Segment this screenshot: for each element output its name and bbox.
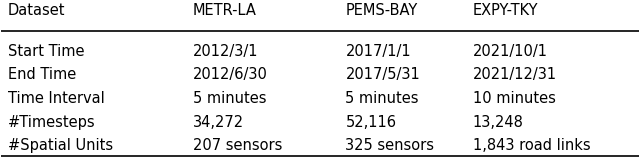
Text: 10 minutes: 10 minutes bbox=[473, 91, 556, 106]
Text: Start Time: Start Time bbox=[8, 44, 84, 59]
Text: PEMS-BAY: PEMS-BAY bbox=[346, 3, 418, 18]
Text: 2017/5/31: 2017/5/31 bbox=[346, 67, 420, 82]
Text: 5 minutes: 5 minutes bbox=[193, 91, 266, 106]
Text: METR-LA: METR-LA bbox=[193, 3, 257, 18]
Text: 34,272: 34,272 bbox=[193, 115, 244, 130]
Text: EXPY-TKY: EXPY-TKY bbox=[473, 3, 538, 18]
Text: 325 sensors: 325 sensors bbox=[346, 138, 435, 153]
Text: 2021/12/31: 2021/12/31 bbox=[473, 67, 557, 82]
Text: 2012/3/1: 2012/3/1 bbox=[193, 44, 258, 59]
Text: 207 sensors: 207 sensors bbox=[193, 138, 282, 153]
Text: Dataset: Dataset bbox=[8, 3, 65, 18]
Text: 2021/10/1: 2021/10/1 bbox=[473, 44, 548, 59]
Text: #Timesteps: #Timesteps bbox=[8, 115, 95, 130]
Text: Time Interval: Time Interval bbox=[8, 91, 104, 106]
Text: 5 minutes: 5 minutes bbox=[346, 91, 419, 106]
Text: 1,843 road links: 1,843 road links bbox=[473, 138, 591, 153]
Text: 52,116: 52,116 bbox=[346, 115, 397, 130]
Text: 2012/6/30: 2012/6/30 bbox=[193, 67, 268, 82]
Text: 2017/1/1: 2017/1/1 bbox=[346, 44, 411, 59]
Text: End Time: End Time bbox=[8, 67, 76, 82]
Text: 13,248: 13,248 bbox=[473, 115, 524, 130]
Text: #Spatial Units: #Spatial Units bbox=[8, 138, 113, 153]
